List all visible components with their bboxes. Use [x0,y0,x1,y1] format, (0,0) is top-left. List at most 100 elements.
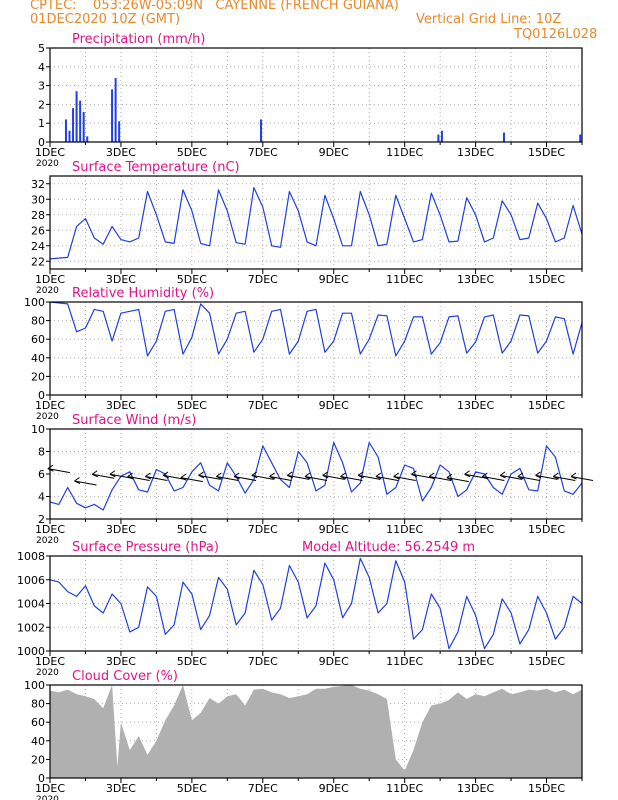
wind-arrow-head [428,472,435,480]
precip-bar [64,119,67,142]
wind-arrow [464,470,487,479]
wind-arrow-shaft [47,468,70,474]
wind-arrow-shaft [180,477,203,483]
wind-arrow [74,477,97,486]
wind-arrow [304,472,328,481]
y-tick-label: 28 [31,209,45,222]
wind-arrow-head [233,472,240,480]
y-tick-label: 10 [31,423,45,436]
y-tick-label: 2 [38,98,45,111]
wind-arrow [393,472,416,481]
panel-annotation: Model Altitude: 56.2549 m [302,540,475,555]
y-tick-label: 40 [31,352,45,365]
wind-arrow-head [127,472,134,480]
year-label: 2020 [36,159,59,169]
wind-arrow [357,471,381,480]
x-tick-label: 11DEC [386,273,423,286]
y-tick-label: 80 [31,315,45,328]
precip-bar [260,119,263,142]
wind-arrow-head [340,472,347,480]
x-tick-label: 3DEC [106,146,136,159]
wind-arrow-head [375,472,382,480]
wind-arrow-shaft [517,476,540,481]
wind-arrow-shaft [251,474,274,480]
wind-arrow-shaft [393,476,416,481]
x-tick-label: 11DEC [386,399,423,412]
wind-arrow-head [109,470,116,478]
y-tick-label: 32 [31,178,45,191]
run-time-label: 01DEC2020 10Z (GMT) [30,12,181,27]
y-tick-label: 4 [38,491,45,504]
y-tick-label: 1008 [17,550,45,563]
wind-arrow-shaft [127,476,150,481]
x-tick-label: 15DEC [528,655,565,668]
panel-frame [49,301,583,396]
y-tick-label: 4 [38,61,45,74]
y-tick-label: 1000 [17,645,45,658]
x-tick-label: 13DEC [457,273,494,286]
y-tick-label: 6 [38,468,45,481]
x-tick-label: 7DEC [248,523,278,536]
year-label: 2020 [36,412,59,422]
precip-bar [579,134,582,142]
rh-line [49,301,583,357]
x-tick-label: 11DEC [386,523,423,536]
x-tick-label: 7DEC [248,273,278,286]
wind-arrow-shaft [233,476,257,481]
wind-arrow-shaft [375,476,399,481]
wind-arrow-shaft [499,474,523,480]
wind-arrow-shaft [482,476,505,481]
x-tick-label: 1DEC [35,523,65,536]
wind-arrow-shaft [216,476,239,481]
wind-arrow [91,470,115,479]
wind-arrow-shaft [163,474,186,480]
wind-arrow-shaft [446,477,469,483]
wind-arrow-head [180,473,187,481]
panel-title: Precipitation (mm/h) [72,32,205,47]
wind-arrow-shaft [145,476,168,481]
precip-bar [79,100,82,142]
temp-line [49,187,583,260]
precip-bar [502,132,505,142]
wind-arrow-shaft [535,474,558,480]
wind-arrow-head [499,471,506,479]
y-tick-label: 24 [31,240,45,253]
wind-arrow [180,473,203,483]
year-label: 2020 [36,668,59,678]
y-tick-label: 1004 [17,598,45,611]
wind-arrow-shaft [198,474,221,480]
precip-bar [440,130,443,142]
wind-arrow-head [482,472,489,480]
wind-arrow [375,472,399,481]
wind-arrow-shaft [553,476,576,481]
wind-arrow-head [517,472,524,480]
wind-arrow [251,471,274,480]
y-tick-label: 80 [31,698,45,711]
panel-frame [49,684,583,779]
wind-arrow [322,471,345,480]
panel-wind: 2 4 6 8 10 1DEC 3DEC 5DEC 7DEC 9DEC 11DEC 13DEC 15DE… [31,413,594,546]
y-tick-label: 1 [38,117,45,130]
wind-arrow-head [411,470,418,478]
wind-arrow [482,472,505,481]
y-tick-label: 8 [38,446,45,459]
wind-arrow-shaft [287,474,310,480]
x-tick-label: 7DEC [248,655,278,668]
wind-arrow-shaft [358,474,381,480]
y-tick-label: 26 [31,224,45,237]
x-tick-label: 5DEC [177,782,207,795]
x-tick-label: 3DEC [106,782,136,795]
grid-line-note: Vertical Grid Line: 10Z [416,12,562,27]
y-tick-label: 60 [31,333,45,346]
wind-arrow [47,464,70,474]
x-tick-label: 9DEC [319,399,349,412]
precip-bar [114,78,117,142]
panel-frame [49,175,583,270]
wind-arrow [198,471,221,480]
x-tick-label: 3DEC [106,399,136,412]
panel-title: Surface Temperature (nC) [72,160,240,175]
wind-arrow [216,472,239,481]
wind-arrow-head [216,472,223,480]
x-tick-label: 9DEC [319,146,349,159]
wind-arrow [411,470,434,479]
